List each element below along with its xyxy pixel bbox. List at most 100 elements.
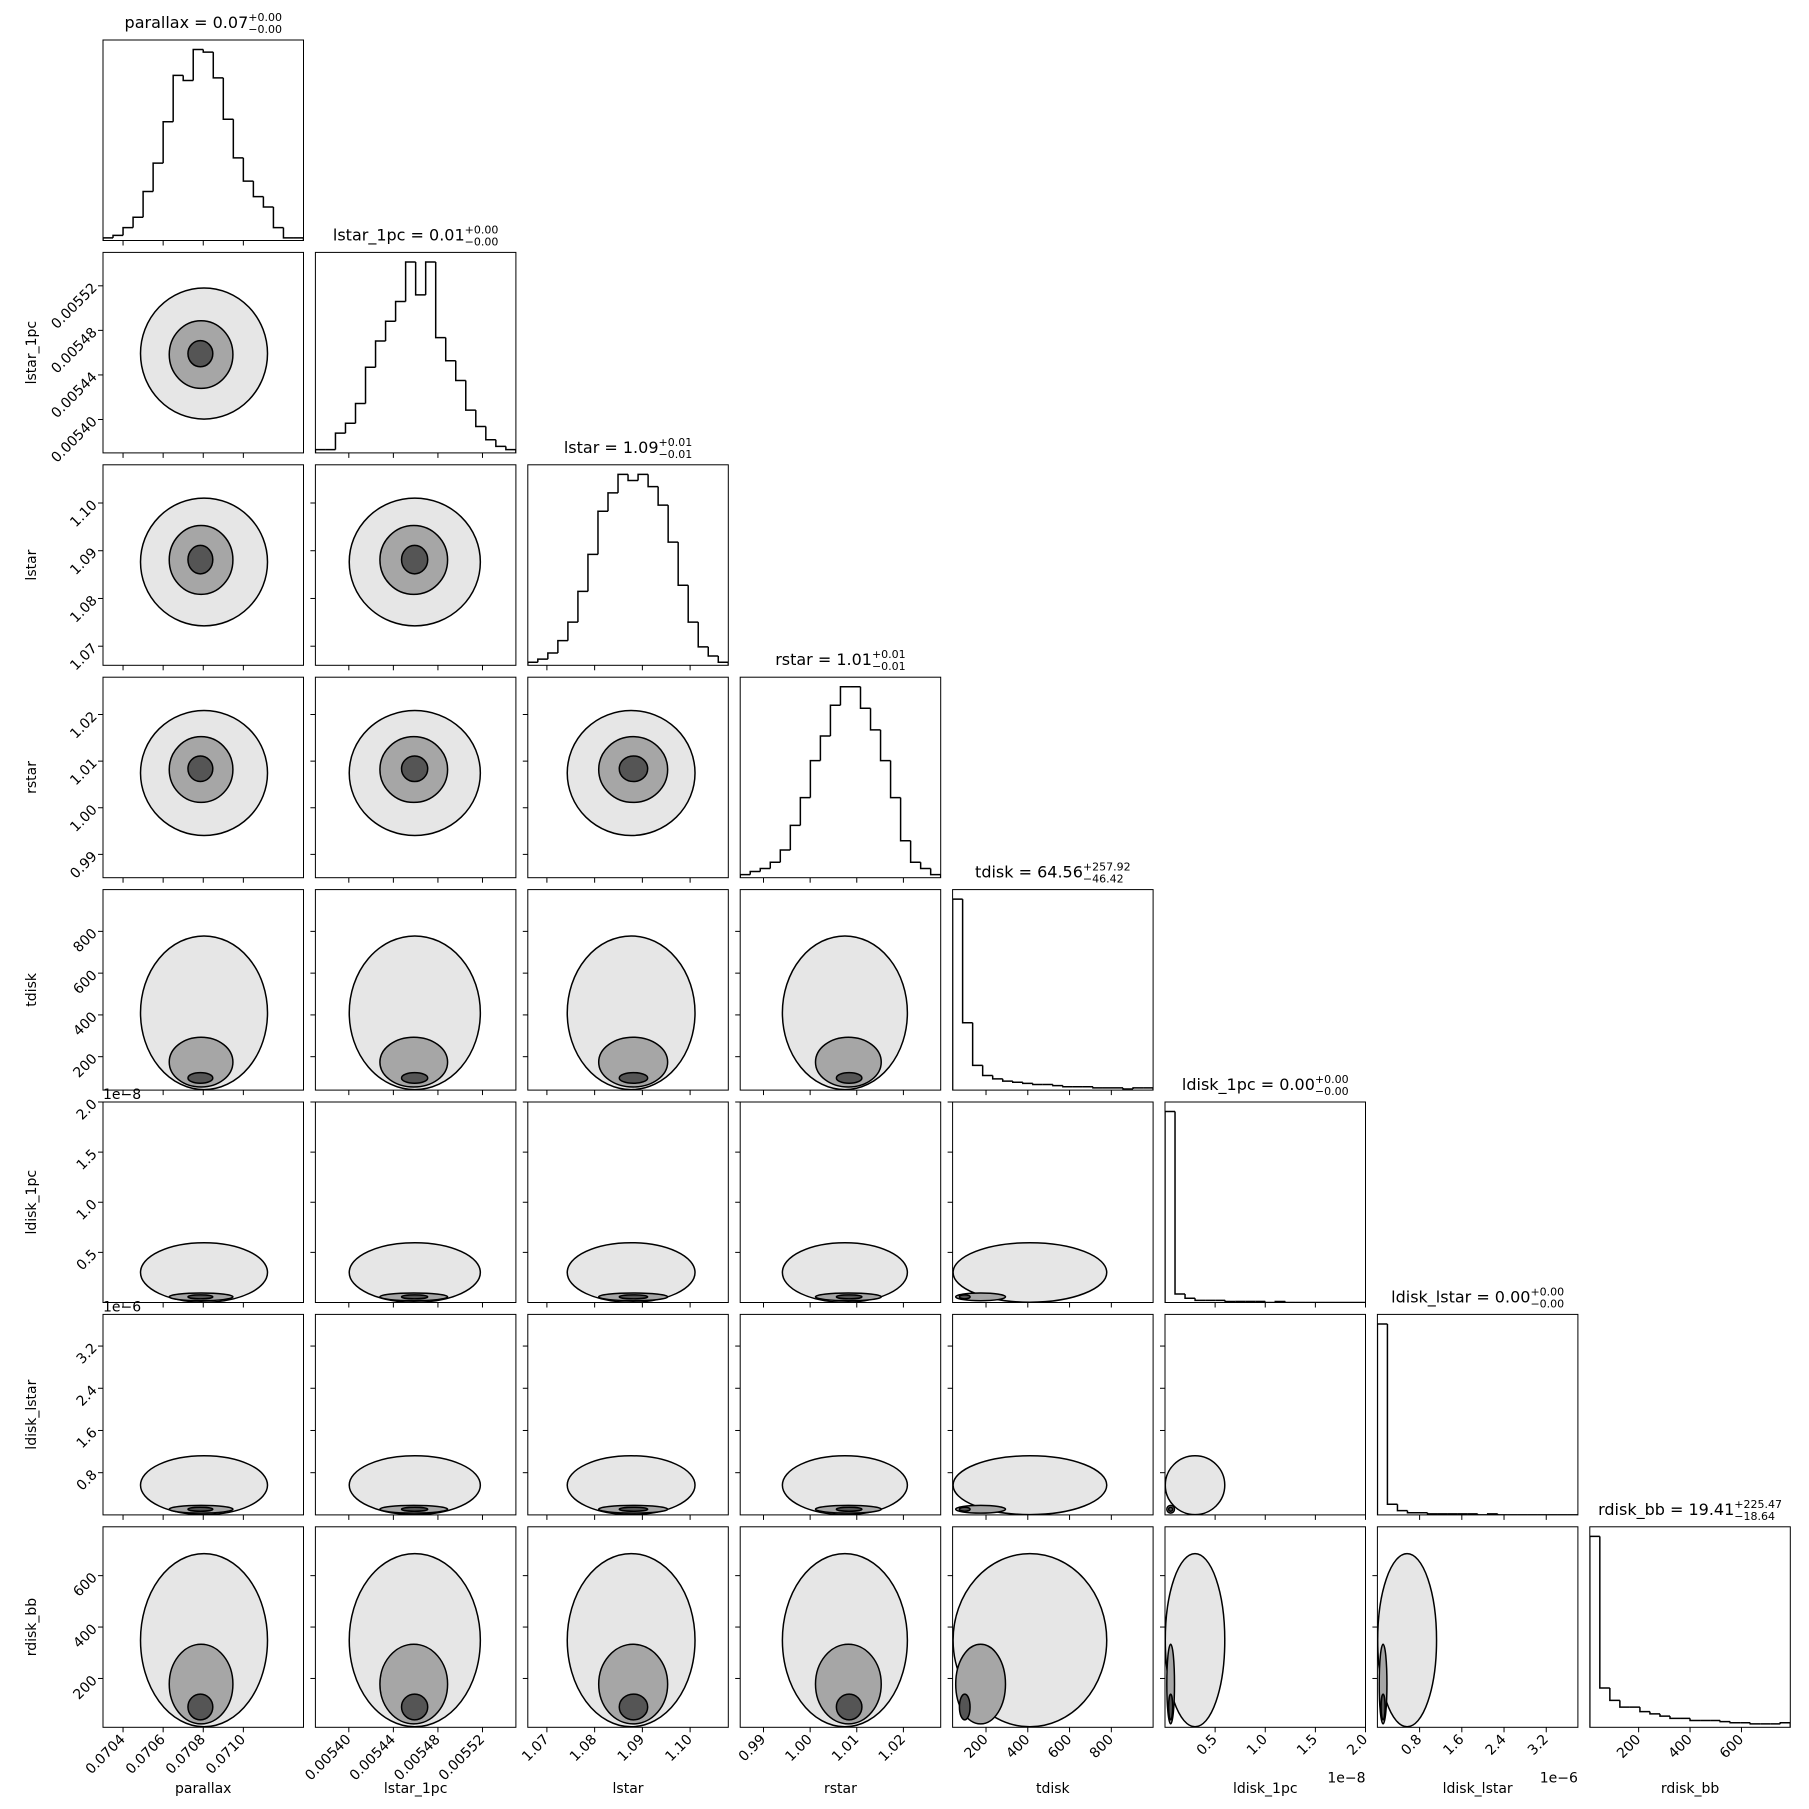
panel-title: ldisk_1pc = 0.00+0.00 −0.00 bbox=[1182, 1073, 1349, 1098]
panel bbox=[566, 709, 696, 837]
histogram-bin bbox=[961, 899, 973, 1024]
contour bbox=[618, 1294, 649, 1300]
histogram-bin bbox=[991, 1075, 1003, 1080]
contour bbox=[187, 1506, 214, 1512]
panel-title: tdisk = 64.56+257.92 −46.42 bbox=[975, 861, 1131, 886]
contour bbox=[187, 1071, 214, 1085]
histogram-bin bbox=[759, 867, 771, 872]
contour bbox=[597, 1643, 669, 1725]
histogram-bin bbox=[103, 237, 114, 241]
panel bbox=[139, 1241, 269, 1303]
x-tick-label: 1.08 bbox=[567, 1732, 600, 1765]
histogram-bin bbox=[182, 75, 194, 82]
histogram-bin bbox=[971, 1022, 983, 1067]
histogram-bin bbox=[1122, 1087, 1134, 1090]
histogram-bin bbox=[597, 510, 608, 555]
x-tick-label: 0.0708 bbox=[163, 1732, 209, 1778]
x-tick-label: 0.00540 bbox=[302, 1732, 354, 1784]
y-tick-label: 3.2 bbox=[74, 1340, 101, 1367]
y-axis-label: tdisk bbox=[24, 972, 40, 1007]
contour bbox=[400, 1506, 429, 1512]
title-upper: +0.00 bbox=[1315, 1073, 1349, 1086]
histogram-bin bbox=[404, 261, 416, 302]
panel bbox=[348, 709, 482, 837]
histogram-bin bbox=[192, 48, 204, 81]
histogram-bin bbox=[1032, 1083, 1043, 1086]
histogram-bin bbox=[262, 196, 274, 208]
histogram-bin bbox=[607, 492, 619, 512]
title-upper: +0.00 bbox=[248, 11, 282, 24]
histogram-bin bbox=[384, 320, 396, 341]
x-tick-label: 2.4 bbox=[1483, 1732, 1510, 1759]
x-tick-label: 1.6 bbox=[1440, 1732, 1467, 1759]
panel-frame bbox=[527, 1313, 729, 1516]
x-tick-label: 600 bbox=[1717, 1732, 1747, 1762]
y-offset: 1e−8 bbox=[103, 1087, 141, 1103]
title-upper: +0.01 bbox=[659, 436, 693, 449]
histogram-bin bbox=[577, 590, 588, 623]
histogram-bin bbox=[952, 898, 963, 1091]
x-tick-label: 1.01 bbox=[829, 1732, 862, 1765]
x-tick-label: 1.0 bbox=[1244, 1732, 1271, 1759]
histogram-bin bbox=[1012, 1081, 1023, 1083]
title-upper: +0.00 bbox=[465, 223, 499, 236]
histogram-bin bbox=[1659, 1713, 1670, 1717]
panel-frame bbox=[527, 464, 729, 666]
y-tick-label: 1.5 bbox=[74, 1146, 101, 1173]
title-upper: +257.92 bbox=[1083, 861, 1131, 874]
title-main: rstar = 1.01 bbox=[775, 650, 872, 669]
contour bbox=[1165, 1455, 1226, 1515]
histogram-bin bbox=[212, 52, 224, 79]
y-axis-label: lstar bbox=[24, 549, 40, 580]
histogram-bin bbox=[282, 227, 294, 239]
y-tick-label: 400 bbox=[70, 1009, 100, 1039]
histogram-bin bbox=[232, 119, 244, 159]
histogram-bin bbox=[557, 639, 568, 653]
x-tick-label: 0.0710 bbox=[203, 1732, 249, 1778]
histogram-bin bbox=[132, 216, 144, 228]
panel bbox=[1165, 1110, 1366, 1303]
histogram-bin bbox=[667, 505, 679, 543]
x-tick-label: 0.99 bbox=[736, 1732, 769, 1765]
contour bbox=[618, 1506, 649, 1512]
panel bbox=[952, 1552, 1108, 1728]
panel bbox=[139, 1455, 269, 1515]
panel-frame bbox=[527, 676, 729, 879]
histogram-bin bbox=[293, 237, 304, 241]
panel-title: parallax = 0.07+0.00 −0.00 bbox=[125, 11, 282, 36]
title-main: tdisk = 64.56 bbox=[975, 863, 1083, 882]
title-main: lstar = 1.09 bbox=[564, 438, 659, 457]
y-tick-label: 0.99 bbox=[67, 849, 100, 882]
panel-title: rdisk_bb = 19.41+225.47 −18.64 bbox=[1598, 1498, 1782, 1523]
x-tick-label: 3.2 bbox=[1525, 1732, 1552, 1759]
histogram-bin bbox=[272, 206, 284, 229]
panel-frame bbox=[1164, 1101, 1366, 1303]
x-tick-label: 1.02 bbox=[876, 1732, 909, 1765]
panel bbox=[139, 1552, 269, 1728]
panel bbox=[566, 1241, 696, 1303]
histogram-bin bbox=[414, 261, 426, 296]
panel bbox=[1165, 1455, 1226, 1515]
histogram-bin bbox=[354, 402, 366, 424]
histogram-bin bbox=[1022, 1082, 1033, 1085]
histogram-bin bbox=[1599, 1536, 1610, 1689]
panel-title: rstar = 1.01+0.01 −0.01 bbox=[775, 648, 906, 673]
histogram-bin bbox=[162, 121, 174, 164]
title-lower: −0.00 bbox=[1315, 1085, 1349, 1098]
histogram-bin bbox=[547, 652, 558, 660]
histogram-bin bbox=[637, 473, 649, 481]
histogram-bin bbox=[394, 300, 406, 322]
y-tick-label: 1.00 bbox=[67, 802, 100, 835]
panel bbox=[1377, 1323, 1578, 1515]
histogram-bin bbox=[919, 862, 931, 870]
panel bbox=[781, 935, 909, 1091]
y-tick-label: 0.00544 bbox=[48, 369, 100, 421]
histogram-bin bbox=[697, 622, 709, 648]
contour bbox=[1167, 1506, 1174, 1512]
histogram-bin bbox=[1426, 1512, 1438, 1515]
histogram-bin bbox=[929, 868, 941, 878]
contour bbox=[400, 1294, 429, 1300]
panel bbox=[348, 935, 482, 1091]
contour bbox=[1167, 1693, 1174, 1721]
histogram-bin bbox=[1132, 1087, 1144, 1089]
